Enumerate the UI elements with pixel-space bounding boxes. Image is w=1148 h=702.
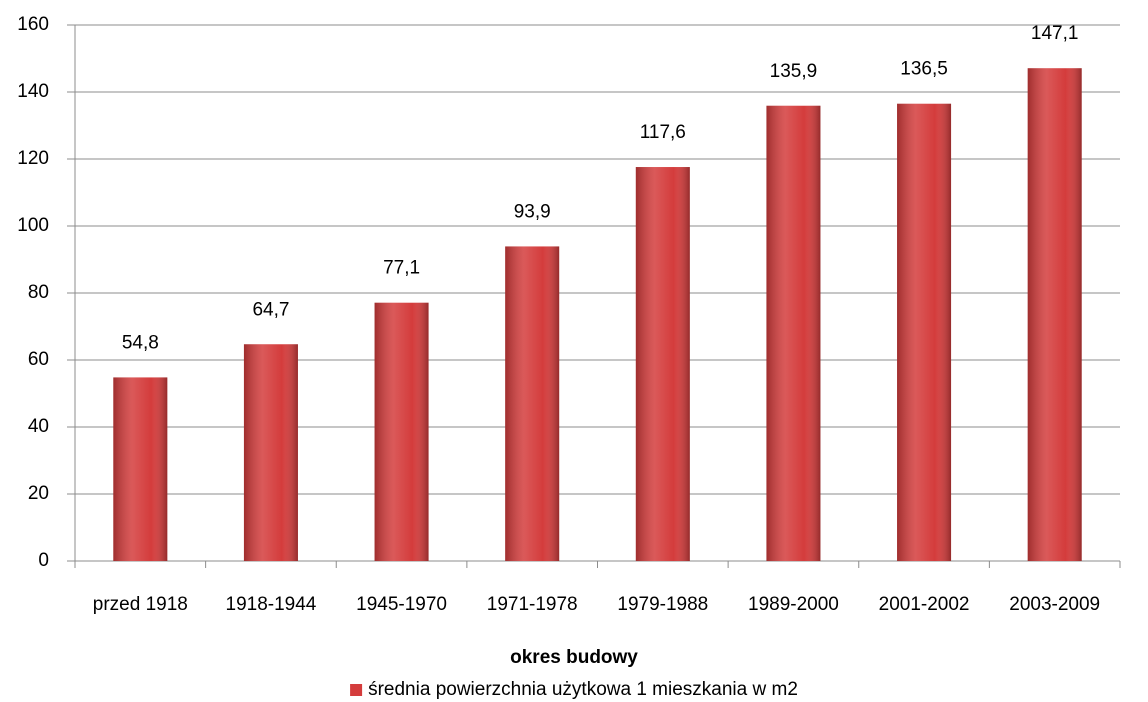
bar-shade <box>505 246 560 561</box>
data-label: 64,7 <box>252 299 289 320</box>
bar-shade <box>766 105 821 562</box>
legend-label: średnia powierzchnia użytkowa 1 mieszkan… <box>368 679 798 700</box>
y-tick-label: 160 <box>17 14 49 35</box>
x-tick-label: 1979-1988 <box>617 594 708 615</box>
y-tick-label: 0 <box>38 550 49 571</box>
x-tick-label: przed 1918 <box>93 594 188 615</box>
y-tick-label: 140 <box>17 81 49 102</box>
x-tick-label: 1989-2000 <box>748 594 839 615</box>
data-label: 136,5 <box>900 59 948 80</box>
bar-shade <box>897 103 952 561</box>
x-axis-label: okres budowy <box>510 647 638 668</box>
x-tick-label: 1971-1978 <box>487 594 578 615</box>
x-tick-label: 2001-2002 <box>879 594 970 615</box>
data-label: 135,9 <box>770 61 818 82</box>
data-label: 54,8 <box>122 332 159 353</box>
data-label: 147,1 <box>1031 23 1079 44</box>
y-tick-label: 20 <box>28 483 49 504</box>
data-label: 77,1 <box>383 258 420 279</box>
bar-shade <box>113 377 168 561</box>
bar-shade <box>1027 68 1082 561</box>
y-tick-label: 60 <box>28 349 49 370</box>
data-label: 117,6 <box>640 122 686 143</box>
x-tick-label: 2003-2009 <box>1009 594 1100 615</box>
legend-swatch <box>350 684 363 696</box>
data-label: 93,9 <box>514 201 551 222</box>
bar-shade <box>635 167 690 562</box>
bar-shade <box>243 344 298 561</box>
y-tick-label: 80 <box>28 282 49 303</box>
x-tick-label: 1918-1944 <box>226 594 317 615</box>
y-tick-label: 120 <box>17 148 49 169</box>
y-tick-label: 100 <box>17 215 49 236</box>
bar-shade <box>374 302 429 561</box>
x-tick-label: 1945-1970 <box>356 594 447 615</box>
y-tick-label: 40 <box>28 416 49 437</box>
